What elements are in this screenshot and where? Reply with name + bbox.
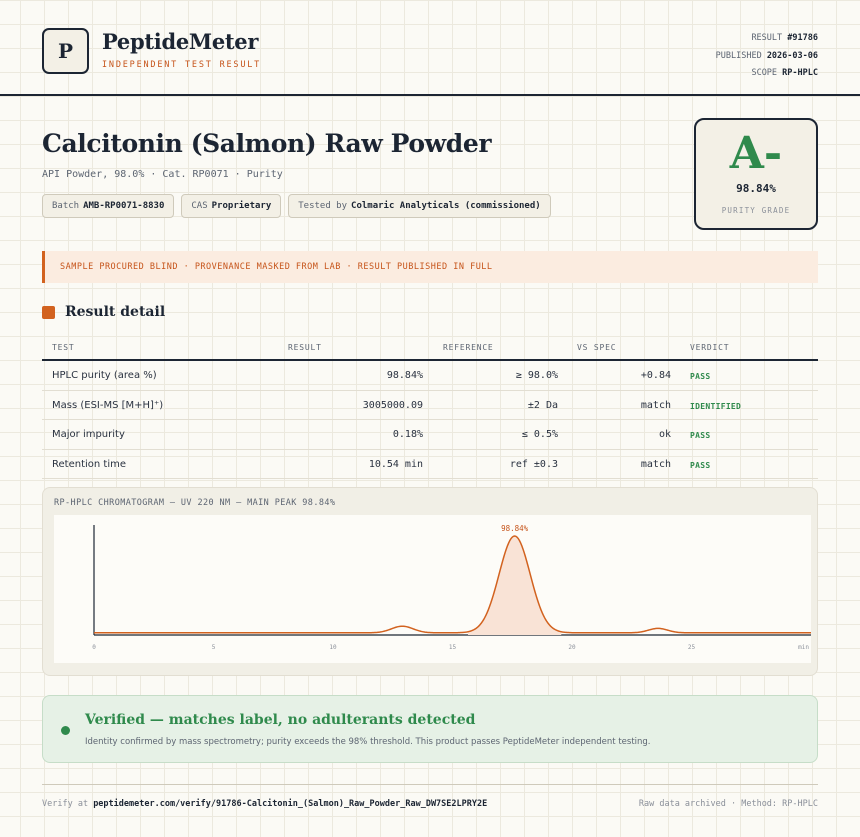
product-chips: Batch AMB-RP0071-8830 CAS Proprietary Test… bbox=[42, 194, 551, 218]
verified-text: Identity confirmed by mass spectrometry;… bbox=[85, 737, 651, 747]
x-axis-unit-label: min bbox=[798, 644, 809, 651]
verified-status-icon bbox=[61, 726, 70, 735]
published-label: PUBLISHED bbox=[715, 50, 762, 61]
chromatogram-trace bbox=[94, 535, 811, 634]
cas-label: CAS bbox=[191, 201, 208, 211]
product-subtitle: API Powder, 98.0% · Cat. RP0071 · Purity bbox=[42, 169, 283, 180]
x-tick-label: 15 bbox=[449, 644, 457, 651]
header-result: RESULT bbox=[288, 343, 322, 352]
result-id-line: RESULT #91786 bbox=[716, 30, 818, 48]
cell-vs-spec: ok bbox=[658, 429, 671, 440]
report-header: P PeptideMeter INDEPENDENT TEST RESULT R… bbox=[0, 0, 860, 96]
chromatogram-card: RP-HPLC CHROMATOGRAM — UV 220 NM — MAIN … bbox=[42, 487, 818, 676]
table-row: Mass (ESI-MS [M+H]⁺) 3005000.09 ±2 Da ma… bbox=[42, 391, 818, 420]
grade-letter: A- bbox=[729, 128, 783, 179]
section-marker-icon bbox=[42, 306, 55, 319]
cell-vs-spec: match bbox=[640, 399, 671, 411]
blind-sample-notice: SAMPLE PROCURED BLIND · PROVENANCE MASKE… bbox=[42, 251, 818, 283]
chromatogram-plot-area: 98.84% 0 5 10 15 20 25 min bbox=[54, 515, 811, 663]
cell-reference: ref ±0.3 bbox=[509, 458, 558, 470]
main-peak-label: 98.84% bbox=[501, 524, 529, 533]
grade-label: PURITY GRADE bbox=[721, 206, 791, 215]
scope-value: RP-HPLC bbox=[782, 68, 818, 78]
table-row: HPLC purity (area %) 98.84% ≥ 98.0% +0.8… bbox=[42, 361, 818, 391]
section-title: Result detail bbox=[65, 304, 166, 320]
batch-value: AMB-RP0071-8830 bbox=[83, 201, 165, 211]
x-tick-label: 5 bbox=[212, 644, 216, 651]
cell-result: 3005000.09 bbox=[362, 399, 423, 411]
verify-line: Verify at peptidemeter.com/verify/91786-… bbox=[42, 799, 487, 809]
scope-line: SCOPE RP-HPLC bbox=[716, 65, 818, 83]
tested-value: Colmaric Analyticals (commissioned) bbox=[351, 201, 541, 211]
chromatogram-chart: 98.84% 0 5 10 15 20 25 min bbox=[92, 524, 811, 651]
header-test: TEST bbox=[52, 343, 75, 352]
tested-by-chip: Tested by Colmaric Analyticals (commissio… bbox=[288, 194, 551, 218]
x-tick-label: 20 bbox=[568, 644, 576, 651]
cell-verdict: PASS bbox=[690, 460, 711, 470]
cell-reference: ±2 Da bbox=[527, 399, 558, 411]
verified-title: Verified — matches label, no adulterants… bbox=[85, 712, 476, 728]
footer-archive-note: Raw data archived · Method: RP-HPLC bbox=[638, 799, 818, 809]
header-verdict: VERDICT bbox=[690, 343, 730, 352]
brand-logo: P bbox=[42, 28, 89, 74]
published-date: 2026-03-06 bbox=[766, 50, 818, 61]
results-table: TEST RESULT REFERENCE VS SPEC VERDICT HP… bbox=[42, 337, 818, 479]
x-tick-label: 25 bbox=[688, 644, 696, 651]
batch-chip: Batch AMB-RP0071-8830 bbox=[42, 194, 175, 218]
batch-label: Batch bbox=[52, 201, 80, 211]
header-reference: REFERENCE bbox=[443, 343, 494, 352]
cas-chip: CAS Proprietary bbox=[181, 194, 282, 218]
result-label: RESULT bbox=[751, 33, 783, 43]
verified-banner: Verified — matches label, no adulterants… bbox=[42, 695, 818, 763]
cell-verdict: PASS bbox=[690, 431, 711, 440]
purity-grade-card: A- 98.84% PURITY GRADE bbox=[694, 118, 818, 230]
cell-test: Major impurity bbox=[52, 429, 125, 440]
cas-value: Proprietary bbox=[211, 201, 272, 211]
scope-label: SCOPE bbox=[751, 68, 778, 78]
cell-result: 98.84% bbox=[386, 370, 423, 381]
cell-test: HPLC purity (area %) bbox=[52, 370, 157, 381]
verify-label: Verify at bbox=[42, 799, 89, 809]
tested-label: Tested by bbox=[298, 201, 348, 211]
x-tick-label: 0 bbox=[92, 644, 96, 651]
grade-percent: 98.84% bbox=[736, 182, 776, 195]
header-vs-spec: VS SPEC bbox=[577, 343, 617, 352]
cell-vs-spec: match bbox=[640, 458, 671, 470]
cell-result: 0.18% bbox=[392, 429, 423, 440]
cell-reference: ≤ 0.5% bbox=[521, 429, 558, 440]
main-peak-fill bbox=[468, 536, 562, 635]
cell-vs-spec: +0.84 bbox=[640, 370, 671, 381]
cell-reference: ≥ 98.0% bbox=[515, 370, 558, 381]
result-meta: RESULT #91786 PUBLISHED 2026-03-06 SCOPE… bbox=[716, 30, 818, 83]
table-row: Retention time 10.54 min ref ±0.3 match … bbox=[42, 450, 818, 479]
table-header: TEST RESULT REFERENCE VS SPEC VERDICT bbox=[42, 337, 818, 361]
cell-verdict: PASS bbox=[690, 372, 711, 381]
chromatogram-title: RP-HPLC CHROMATOGRAM — UV 220 NM — MAIN … bbox=[54, 498, 336, 508]
cell-verdict: IDENTIFIED bbox=[690, 401, 742, 411]
table-row: Major impurity 0.18% ≤ 0.5% ok PASS bbox=[42, 420, 818, 450]
result-id: #91786 bbox=[787, 33, 818, 43]
published-line: PUBLISHED 2026-03-06 bbox=[716, 48, 818, 66]
verify-link[interactable]: peptidemeter.com/verify/91786-Calcitonin… bbox=[93, 799, 488, 809]
x-tick-label: 10 bbox=[329, 644, 337, 651]
footer-divider bbox=[42, 784, 818, 785]
cell-result: 10.54 min bbox=[368, 458, 423, 470]
product-title: Calcitonin (Salmon) Raw Powder bbox=[42, 129, 492, 158]
brand-name: PeptideMeter bbox=[102, 29, 259, 54]
cell-test: Mass (ESI-MS [M+H]⁺) bbox=[52, 399, 164, 411]
cell-test: Retention time bbox=[52, 458, 126, 470]
brand-tagline: INDEPENDENT TEST RESULT bbox=[102, 60, 262, 70]
